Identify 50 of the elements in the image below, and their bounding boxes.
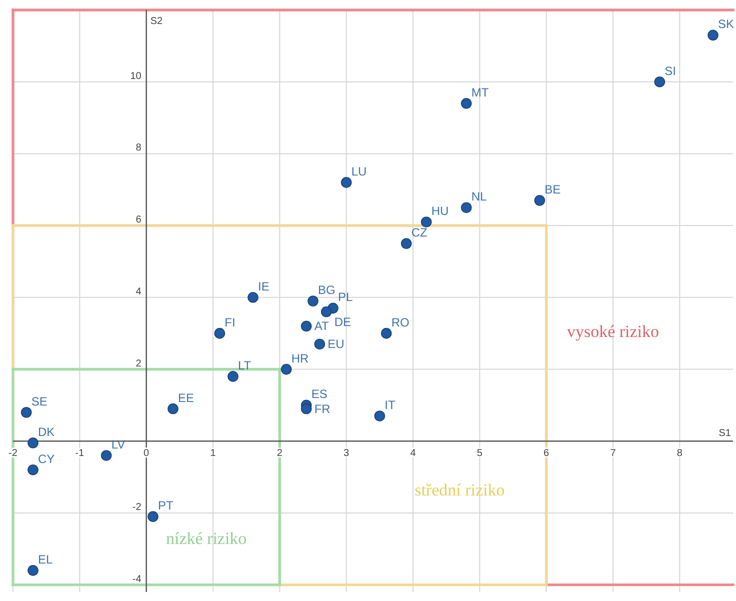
series-label: CZ [411,226,428,240]
series-label: LT [238,358,252,372]
y-tick-label: 10 [130,70,142,82]
series-label: NL [471,190,487,204]
series-label: SE [31,394,48,408]
series-label: DE [334,314,352,329]
x-tick-label: 2 [276,448,283,460]
x-tick-label: 7 [610,448,616,460]
x-tick-label: 6 [544,448,550,460]
y-tick-label: -2 [132,502,142,513]
series-label: LV [111,437,126,452]
x-tick-label: 5 [476,448,483,460]
series-label: PL [338,290,354,304]
series-label: FR [314,402,331,416]
series-label: ES [311,387,328,402]
x-tick-label: 8 [676,448,683,460]
x-tick-label: -2 [8,448,18,460]
series-label: HR [291,351,309,366]
series-label: DK [38,424,55,439]
series-label: EL [38,552,54,566]
x-tick-label: -1 [75,448,85,460]
series-label: SK [718,17,734,32]
x-tick-label: 3 [344,448,350,460]
series-label: CY [38,452,55,466]
series-label: SI [664,64,676,78]
series-label: EE [178,390,194,405]
x-tick-label: 1 [210,448,216,460]
x-axis-title: S1 [718,428,732,440]
y-axis-title: S2 [150,16,164,27]
y-tick-label: 6 [136,214,142,226]
series-label: IE [258,279,270,294]
y-tick-label: 8 [136,142,142,154]
series-label: LU [351,164,367,178]
series-label: MT [471,85,490,100]
series-label: EU [328,337,344,352]
series-label: FI [224,315,236,330]
series-label: RO [391,315,410,330]
y-tick-label: -4 [132,574,142,585]
y-tick-label: 2 [136,358,142,370]
series-label: PT [158,498,174,513]
series-label: BE [544,182,561,196]
x-tick-label: 4 [410,448,416,460]
series-label: AT [314,319,330,334]
y-tick-label: 4 [136,286,142,298]
annotation: vysoké riziko [566,322,660,342]
series-label: BG [318,283,336,297]
annotation: střední riziko [414,480,505,500]
series-label: HU [431,204,449,218]
series-label: IT [384,398,396,412]
annotation: nízké riziko [166,528,247,548]
